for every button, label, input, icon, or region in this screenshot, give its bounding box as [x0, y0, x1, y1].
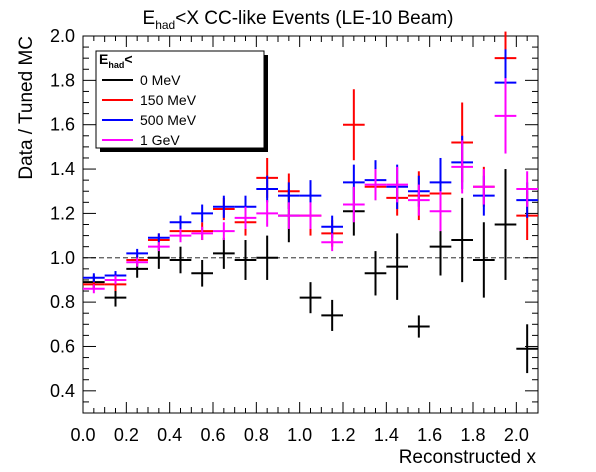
- data-point: [234, 240, 257, 280]
- data-point: [256, 235, 278, 280]
- y-tick-label: 1.0: [50, 248, 75, 268]
- data-point: [148, 242, 170, 252]
- legend-header-rest: <: [124, 51, 132, 67]
- y-tick-label: 1.4: [50, 159, 75, 179]
- legend-header-subscript: had: [108, 60, 124, 70]
- data-point: [213, 222, 235, 241]
- legend-label: 150 MeV: [140, 92, 197, 108]
- y-tick-label: 2.0: [50, 26, 75, 46]
- legend-entry: 0 MeV: [102, 72, 181, 88]
- series-3: [83, 78, 538, 294]
- data-point: [213, 195, 235, 218]
- legend-entry: 150 MeV: [102, 92, 197, 108]
- data-point: [126, 248, 148, 258]
- x-tick-label: 1.6: [417, 425, 442, 445]
- x-tick-label: 0.8: [244, 425, 269, 445]
- data-point: [321, 233, 343, 252]
- data-point: [256, 175, 278, 203]
- data-point: [429, 191, 452, 232]
- x-tick-label: 0.4: [157, 425, 182, 445]
- data-point: [473, 222, 495, 298]
- data-point: [169, 246, 192, 274]
- data-point: [169, 228, 192, 243]
- data-point: [191, 259, 213, 287]
- data-point: [386, 233, 408, 300]
- chart-title: Ehad<X CC-like Events (LE-10 Beam): [143, 8, 454, 32]
- legend-entry: 500 MeV: [102, 112, 197, 128]
- data-point: [299, 202, 322, 229]
- x-tick-labels: 0.0 0.2 0.4 0.6 0.8 1.0 1.2 1.4 1.6 1.8 2.0: [70, 425, 528, 445]
- legend-entries: 0 MeV 150 MeV 500 MeV 1 GeV: [102, 72, 197, 148]
- data-point: [343, 89, 365, 161]
- x-tick-label: 0.6: [200, 425, 225, 445]
- legend-label: 1 GeV: [140, 132, 180, 148]
- data-point: [494, 169, 517, 280]
- legend-label: 0 MeV: [140, 72, 181, 88]
- data-point: [386, 166, 408, 203]
- data-point: [191, 204, 213, 223]
- chart-title-rest: <X CC-like Events (LE-10 Beam): [175, 8, 453, 29]
- data-point: [473, 169, 495, 205]
- data-point: [408, 184, 430, 216]
- legend-header: Ehad<: [99, 51, 133, 70]
- data-point: [104, 288, 127, 307]
- legend-label: 500 MeV: [140, 112, 197, 128]
- chart-title-subscript: had: [155, 18, 175, 32]
- legend-entry: 1 GeV: [102, 132, 180, 148]
- series-layer: [83, 31, 538, 374]
- legend-header-main: E: [99, 51, 108, 67]
- y-tick-label: 0.4: [50, 381, 75, 401]
- data-point: [213, 237, 235, 269]
- data-point: [516, 171, 538, 207]
- y-tick-labels: 0.4 0.6 0.8 1.0 1.2 1.4 1.6 1.8 2.0: [50, 26, 75, 401]
- y-tick-label: 0.6: [50, 336, 75, 356]
- axis-ticks: [82, 35, 539, 414]
- data-point: [321, 299, 343, 331]
- y-axis-label: Data / Tuned MC: [16, 36, 37, 180]
- data-point: [364, 251, 387, 296]
- x-tick-label: 2.0: [504, 425, 529, 445]
- x-tick-label: 0.0: [70, 425, 95, 445]
- data-point: [494, 78, 517, 154]
- data-point: [83, 284, 105, 294]
- data-point: [83, 273, 105, 283]
- x-tick-label: 1.2: [330, 425, 355, 445]
- data-point: [364, 169, 387, 201]
- x-tick-label: 1.0: [287, 425, 312, 445]
- legend: Ehad< 0 MeV 150 MeV 500 MeV 1 GeV: [95, 50, 268, 152]
- data-point: [299, 282, 322, 314]
- chart-title-main: E: [143, 8, 156, 29]
- data-point: [104, 275, 127, 285]
- x-tick-label: 1.4: [374, 425, 399, 445]
- data-point: [278, 202, 300, 229]
- x-tick-label: 1.8: [460, 425, 485, 445]
- data-point: [451, 197, 473, 283]
- data-point: [169, 215, 192, 229]
- data-point: [451, 140, 473, 194]
- y-tick-label: 1.2: [50, 203, 75, 223]
- y-tick-label: 1.8: [50, 70, 75, 90]
- data-point: [516, 324, 538, 374]
- x-axis-label: Reconstructed x: [399, 447, 537, 468]
- data-point: [126, 257, 148, 267]
- y-tick-label: 1.6: [50, 115, 75, 135]
- data-point: [234, 206, 257, 229]
- data-point: [343, 186, 365, 223]
- data-point: [191, 226, 213, 241]
- data-point: [256, 200, 278, 227]
- x-tick-label: 0.2: [114, 425, 139, 445]
- y-tick-label: 0.8: [50, 292, 75, 312]
- data-point: [408, 315, 430, 338]
- data-point: [148, 233, 170, 243]
